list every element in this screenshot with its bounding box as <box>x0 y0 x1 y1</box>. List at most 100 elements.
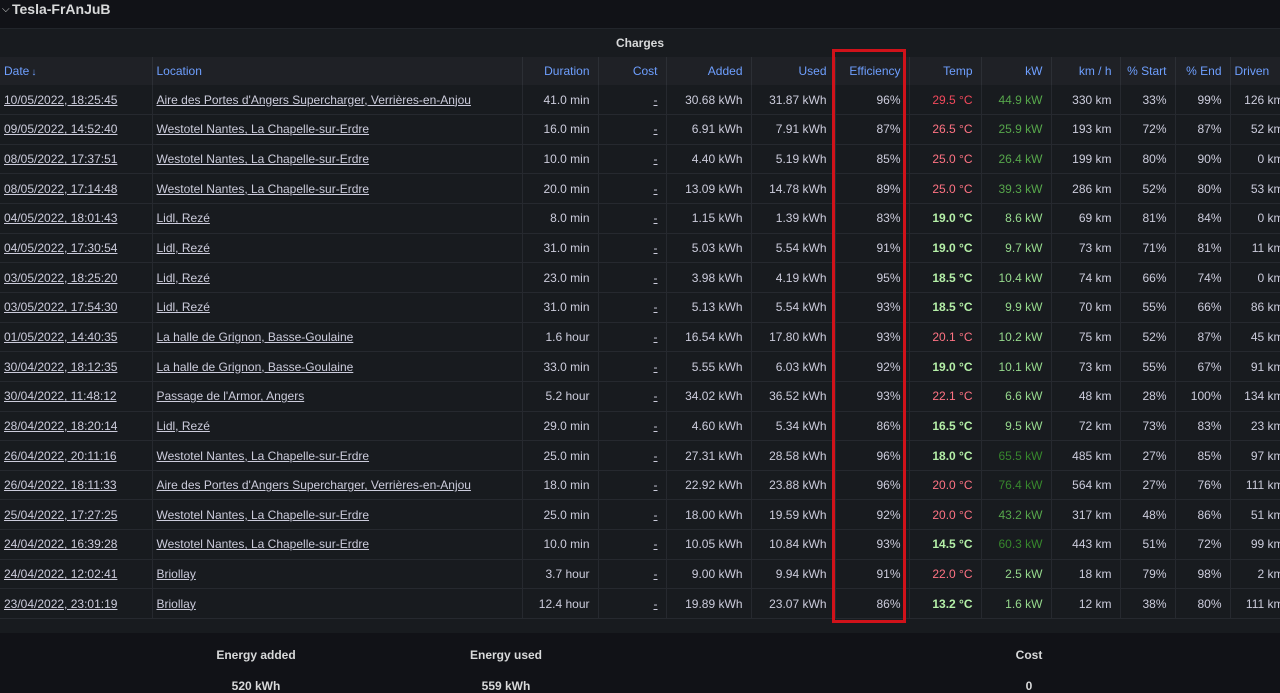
cell-date[interactable]: 08/05/2022, 17:37:51 <box>0 144 153 175</box>
cell-date[interactable]: 30/04/2022, 11:48:12 <box>0 381 153 412</box>
cell-location[interactable]: Westotel Nantes, La Chapelle-sur-Erdre <box>152 173 523 205</box>
cell-location[interactable]: Lidl, Rezé <box>152 233 523 264</box>
cell-link-location[interactable]: La halle de Grignon, Basse-Goulaine <box>156 329 354 344</box>
cell-location[interactable]: Lidl, Rezé <box>152 411 523 442</box>
cell-link-location[interactable]: Westotel Nantes, La Chapelle-sur-Erdre <box>156 448 370 463</box>
cell-link-location[interactable]: Westotel Nantes, La Chapelle-sur-Erdre <box>156 507 370 522</box>
cell-link-location[interactable]: Aire des Portes d'Angers Supercharger, V… <box>156 478 471 493</box>
cell-location[interactable]: Westotel Nantes, La Chapelle-sur-Erdre <box>152 499 523 531</box>
cell-link-date[interactable]: 24/04/2022, 16:39:28 <box>4 537 118 552</box>
cell-link-date[interactable]: 30/04/2022, 11:48:12 <box>4 389 117 404</box>
cell-cost[interactable]: - <box>598 411 667 442</box>
cell-link-cost[interactable]: - <box>653 359 658 374</box>
cell-cost[interactable]: - <box>598 85 667 116</box>
column-header-date[interactable]: Date ↓ <box>0 57 153 85</box>
cell-date[interactable]: 26/04/2022, 20:11:16 <box>0 440 153 471</box>
cell-link-cost[interactable]: - <box>653 270 658 285</box>
cell-date[interactable]: 03/05/2022, 17:54:30 <box>0 292 153 323</box>
cell-link-cost[interactable]: - <box>653 478 658 493</box>
cell-link-date[interactable]: 04/05/2022, 18:01:43 <box>4 211 118 226</box>
column-header-kw[interactable]: kW <box>981 57 1052 85</box>
cell-location[interactable]: Westotel Nantes, La Chapelle-sur-Erdre <box>152 144 523 175</box>
cell-link-location[interactable]: Westotel Nantes, La Chapelle-sur-Erdre <box>156 537 370 552</box>
cell-date[interactable]: 28/04/2022, 18:20:14 <box>0 411 153 442</box>
cell-link-cost[interactable]: - <box>653 418 658 433</box>
cell-link-date[interactable]: 30/04/2022, 18:12:35 <box>4 359 118 374</box>
cell-date[interactable]: 04/05/2022, 17:30:54 <box>0 233 153 264</box>
cell-link-cost[interactable]: - <box>653 448 658 463</box>
cell-location[interactable]: La halle de Grignon, Basse-Goulaine <box>152 351 523 382</box>
cell-link-location[interactable]: Lidl, Rezé <box>156 241 210 256</box>
cell-link-cost[interactable]: - <box>653 241 658 256</box>
cell-link-cost[interactable]: - <box>653 567 658 582</box>
cell-date[interactable]: 24/04/2022, 12:02:41 <box>0 559 153 590</box>
cell-link-location[interactable]: Lidl, Rezé <box>156 300 210 315</box>
cell-link-cost[interactable]: - <box>653 507 658 522</box>
cell-location[interactable]: Westotel Nantes, La Chapelle-sur-Erdre <box>152 529 523 560</box>
cell-date[interactable]: 09/05/2022, 14:52:40 <box>0 114 153 145</box>
cell-cost[interactable]: - <box>598 173 667 205</box>
cell-date[interactable]: 03/05/2022, 18:25:20 <box>0 262 153 293</box>
cell-link-location[interactable]: Briollay <box>156 596 196 611</box>
cell-location[interactable]: Aire des Portes d'Angers Supercharger, V… <box>152 85 523 116</box>
cell-date[interactable]: 08/05/2022, 17:14:48 <box>0 173 153 205</box>
cell-link-date[interactable]: 26/04/2022, 18:11:33 <box>4 478 117 493</box>
column-header-location[interactable]: Location <box>152 57 523 85</box>
cell-location[interactable]: Passage de l'Armor, Angers <box>152 381 523 412</box>
cell-location[interactable]: Westotel Nantes, La Chapelle-sur-Erdre <box>152 114 523 145</box>
cell-location[interactable]: Lidl, Rezé <box>152 262 523 293</box>
column-header-used[interactable]: Used <box>751 57 836 85</box>
cell-location[interactable]: Lidl, Rezé <box>152 203 523 234</box>
cell-date[interactable]: 23/04/2022, 23:01:19 <box>0 588 153 620</box>
cell-date[interactable]: 10/05/2022, 18:25:45 <box>0 85 153 116</box>
cell-cost[interactable]: - <box>598 381 667 412</box>
cell-link-date[interactable]: 01/05/2022, 14:40:35 <box>4 329 118 344</box>
cell-link-date[interactable]: 28/04/2022, 18:20:14 <box>4 418 118 433</box>
cell-cost[interactable]: - <box>598 322 667 353</box>
cell-location[interactable]: Westotel Nantes, La Chapelle-sur-Erdre <box>152 440 523 471</box>
cell-cost[interactable]: - <box>598 499 667 531</box>
column-header-driven[interactable]: Driven <box>1230 57 1280 85</box>
cell-link-date[interactable]: 03/05/2022, 17:54:30 <box>4 300 118 315</box>
cell-link-date[interactable]: 26/04/2022, 20:11:16 <box>4 448 117 463</box>
cell-link-location[interactable]: Lidl, Rezé <box>156 211 210 226</box>
cell-link-date[interactable]: 03/05/2022, 18:25:20 <box>4 270 118 285</box>
column-header-km-per-h[interactable]: km / h <box>1051 57 1121 85</box>
cell-cost[interactable]: - <box>598 144 667 175</box>
cell-cost[interactable]: - <box>598 203 667 234</box>
cell-link-location[interactable]: Westotel Nantes, La Chapelle-sur-Erdre <box>156 181 370 196</box>
cell-link-cost[interactable]: - <box>653 181 658 196</box>
cell-link-date[interactable]: 10/05/2022, 18:25:45 <box>4 92 118 107</box>
cell-link-date[interactable]: 23/04/2022, 23:01:19 <box>4 596 118 611</box>
cell-date[interactable]: 26/04/2022, 18:11:33 <box>0 470 153 501</box>
cell-location[interactable]: Aire des Portes d'Angers Supercharger, V… <box>152 470 523 501</box>
cell-link-cost[interactable]: - <box>653 596 658 611</box>
column-header-end[interactable]: % End <box>1175 57 1231 85</box>
cell-link-location[interactable]: Lidl, Rezé <box>156 418 210 433</box>
cell-cost[interactable]: - <box>598 114 667 145</box>
cell-location[interactable]: Briollay <box>152 588 523 620</box>
cell-link-cost[interactable]: - <box>653 92 658 107</box>
cell-link-date[interactable]: 04/05/2022, 17:30:54 <box>4 241 118 256</box>
chevron-down-icon[interactable]: ⌵ <box>2 3 10 15</box>
cell-link-cost[interactable]: - <box>653 537 658 552</box>
cell-link-location[interactable]: Westotel Nantes, La Chapelle-sur-Erdre <box>156 122 370 137</box>
cell-link-date[interactable]: 08/05/2022, 17:14:48 <box>4 181 118 196</box>
dashboard-row-header[interactable]: ⌵ Tesla-FrAnJuB <box>0 0 1280 18</box>
column-header-efficiency[interactable]: Efficiency <box>835 57 910 85</box>
cell-cost[interactable]: - <box>598 588 667 620</box>
column-header-duration[interactable]: Duration <box>522 57 599 85</box>
cell-link-location[interactable]: La halle de Grignon, Basse-Goulaine <box>156 359 354 374</box>
cell-date[interactable]: 04/05/2022, 18:01:43 <box>0 203 153 234</box>
cell-link-cost[interactable]: - <box>653 211 658 226</box>
cell-link-location[interactable]: Briollay <box>156 567 196 582</box>
cell-link-cost[interactable]: - <box>653 329 658 344</box>
cell-link-date[interactable]: 25/04/2022, 17:27:25 <box>4 507 118 522</box>
column-header-cost[interactable]: Cost <box>598 57 667 85</box>
cell-date[interactable]: 01/05/2022, 14:40:35 <box>0 322 153 353</box>
cell-cost[interactable]: - <box>598 292 667 323</box>
cell-cost[interactable]: - <box>598 470 667 501</box>
cell-cost[interactable]: - <box>598 233 667 264</box>
cell-link-cost[interactable]: - <box>653 152 658 167</box>
cell-date[interactable]: 25/04/2022, 17:27:25 <box>0 499 153 531</box>
